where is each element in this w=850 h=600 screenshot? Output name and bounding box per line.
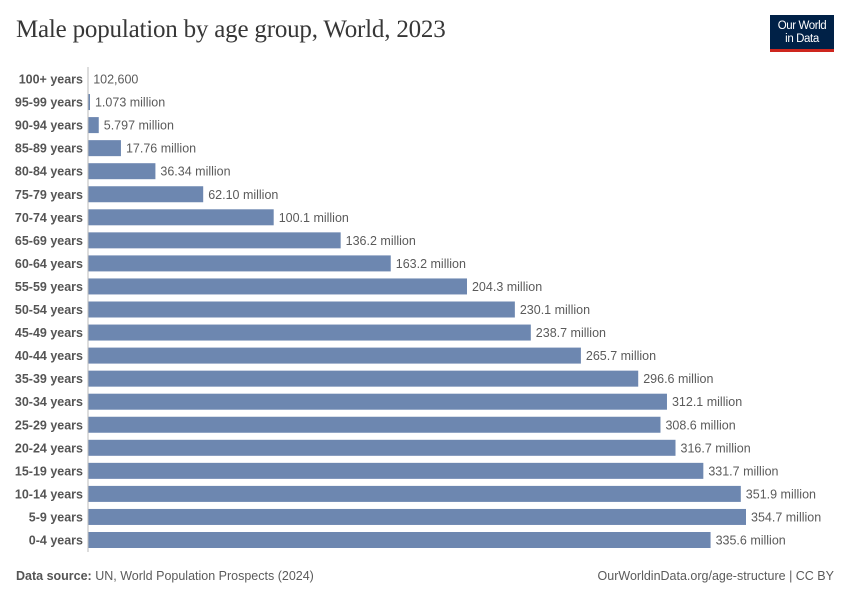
data-source: Data source: UN, World Population Prospe… [16,569,314,583]
category-label: 50-54 years [15,303,83,317]
bar[interactable] [88,485,741,502]
value-label: 238.7 million [536,326,606,340]
category-label: 25-29 years [15,418,83,432]
category-label: 75-79 years [15,188,83,202]
footer-link[interactable]: OurWorldinData.org/age-structure | CC BY [597,569,834,583]
category-label: 0-4 years [29,534,83,548]
value-label: 296.6 million [643,372,713,386]
bar[interactable] [88,209,274,226]
value-label: 1.073 million [95,96,165,110]
value-label: 335.6 million [716,534,786,548]
source-text[interactable]: UN, World Population Prospects (2024) [95,569,314,583]
bar[interactable] [88,94,90,111]
value-label: 62.10 million [208,188,278,202]
category-label: 55-59 years [15,280,83,294]
category-label: 35-39 years [15,372,83,386]
bar[interactable] [88,140,121,157]
category-label: 70-74 years [15,211,83,225]
category-label: 45-49 years [15,326,83,340]
logo-line2: in Data [785,33,819,45]
category-label: 10-14 years [15,487,83,501]
value-label: 354.7 million [751,510,821,524]
bar[interactable] [88,393,667,410]
bar[interactable] [88,186,204,203]
owid-logo[interactable]: Our World in Data [770,15,834,52]
category-label: 85-89 years [15,142,83,156]
bar[interactable] [88,370,639,387]
bar[interactable] [88,416,661,433]
value-label: 230.1 million [520,303,590,317]
bar[interactable] [88,255,391,272]
category-label: 40-44 years [15,349,83,363]
value-label: 331.7 million [708,464,778,478]
logo-line1: Our World [777,20,827,32]
value-label: 312.1 million [672,395,742,409]
value-label: 17.76 million [126,142,196,156]
value-label: 36.34 million [160,165,230,179]
bar[interactable] [88,278,467,295]
value-label: 316.7 million [681,441,751,455]
category-label: 5-9 years [29,510,83,524]
chart-title: Male population by age group, World, 202… [16,16,446,43]
value-label: 163.2 million [396,257,466,271]
category-label: 90-94 years [15,119,83,133]
category-label: 80-84 years [15,165,83,179]
bar[interactable] [88,163,156,180]
category-label: 100+ years [19,73,83,87]
category-label: 30-34 years [15,395,83,409]
bar[interactable] [88,532,711,548]
bar[interactable] [88,508,746,525]
category-label: 95-99 years [15,96,83,110]
bar[interactable] [88,301,515,318]
category-label: 20-24 years [15,441,83,455]
bar[interactable] [88,324,531,341]
bar[interactable] [88,117,99,134]
value-label: 308.6 million [665,418,735,432]
value-label: 204.3 million [472,280,542,294]
source-label: Data source: [16,569,92,583]
category-label: 60-64 years [15,257,83,271]
bar[interactable] [88,347,581,364]
value-label: 102,600 [93,73,138,87]
category-label: 65-69 years [15,234,83,248]
value-label: 100.1 million [279,211,349,225]
value-label: 136.2 million [346,234,416,248]
bar[interactable] [88,232,341,249]
value-label: 5.797 million [104,119,174,133]
value-label: 265.7 million [586,349,656,363]
value-label: 351.9 million [746,487,816,501]
category-label: 15-19 years [15,464,83,478]
bar[interactable] [88,462,704,479]
bar[interactable] [88,439,676,456]
